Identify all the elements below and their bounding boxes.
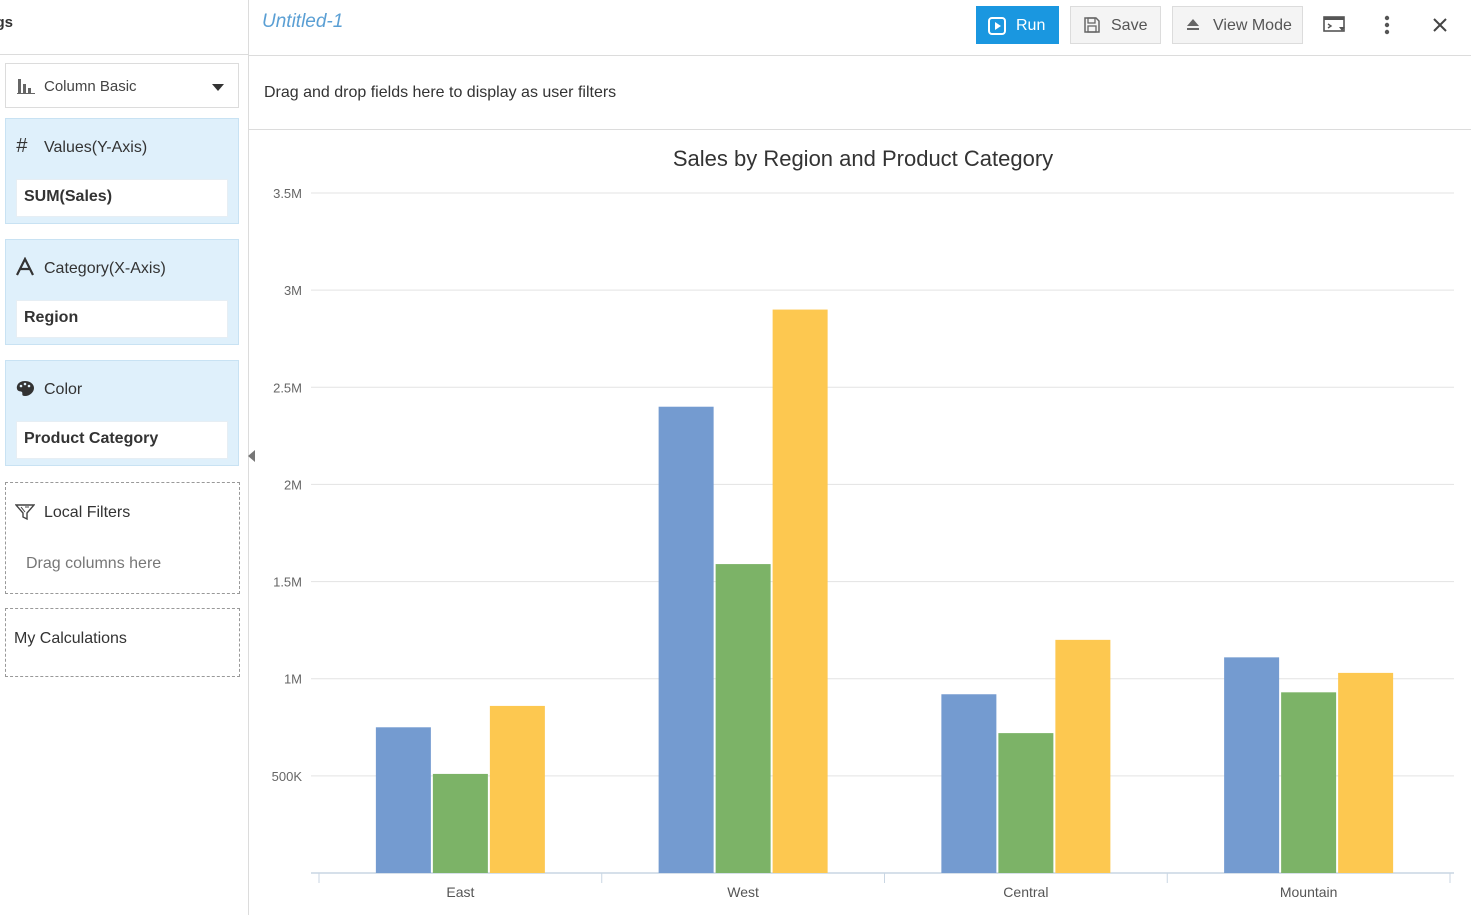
x-tick-label: Mountain xyxy=(1280,884,1338,900)
local-filters-dropzone[interactable]: Local Filters Drag columns here xyxy=(5,482,240,594)
palette-icon xyxy=(16,381,34,396)
bar xyxy=(658,406,714,873)
bar xyxy=(375,727,431,873)
play-icon xyxy=(988,17,1006,35)
values-field-chip[interactable]: SUM(Sales) xyxy=(16,179,228,217)
run-button-label: Run xyxy=(1016,17,1046,34)
svg-text:#: # xyxy=(16,136,28,156)
x-tick-label: West xyxy=(727,884,759,900)
chart-type-label: Column Basic xyxy=(44,78,137,95)
x-tick-label: East xyxy=(446,884,474,900)
category-well[interactable]: Category(X-Axis) Region xyxy=(5,239,239,345)
y-tick-label: 2.5M xyxy=(273,380,302,395)
x-tick-label: Central xyxy=(1003,884,1048,900)
preview-icon[interactable] xyxy=(1323,14,1347,36)
bar xyxy=(489,705,545,873)
bar xyxy=(715,564,771,873)
bar xyxy=(772,309,828,873)
y-tick-label: 3.5M xyxy=(273,186,302,201)
bar xyxy=(941,694,997,873)
local-filters-hint: Drag columns here xyxy=(26,555,162,572)
color-well[interactable]: Color Product Category xyxy=(5,360,239,466)
category-field-chip[interactable]: Region xyxy=(16,300,228,338)
view-mode-button[interactable]: View Mode xyxy=(1172,6,1303,44)
my-calculations-label: My Calculations xyxy=(14,630,127,647)
chart-title: Sales by Region and Product Category xyxy=(673,146,1053,171)
y-tick-label: 1.5M xyxy=(273,575,302,590)
y-tick-label: 1M xyxy=(284,672,302,687)
hash-icon: # xyxy=(16,136,28,156)
values-well-label: Values(Y-Axis) xyxy=(44,139,148,156)
filter-icon xyxy=(15,504,35,521)
more-vertical-icon[interactable] xyxy=(1383,14,1391,36)
toolbar: Untitled-1 Run Save View Mode xyxy=(249,0,1471,56)
save-icon xyxy=(1084,17,1100,33)
color-well-label: Color xyxy=(44,381,83,398)
bar xyxy=(1281,692,1337,873)
save-button[interactable]: Save xyxy=(1070,6,1161,44)
sidebar-header: gs xyxy=(0,0,248,55)
chart-type-dropdown[interactable]: Column Basic xyxy=(5,63,239,108)
sidebar: gs Column Basic # Values(Y-Axis) SUM(Sal… xyxy=(0,0,249,915)
bar xyxy=(1338,672,1394,873)
collapse-sidebar-icon[interactable] xyxy=(248,450,255,462)
y-tick-label: 2M xyxy=(284,477,302,492)
letter-a-icon xyxy=(16,257,34,276)
user-filters-dropzone[interactable]: Drag and drop fields here to display as … xyxy=(249,56,1471,130)
sidebar-title: gs xyxy=(0,14,13,31)
category-well-label: Category(X-Axis) xyxy=(44,260,166,277)
view-mode-button-label: View Mode xyxy=(1213,17,1292,34)
chart-area: Sales by Region and Product Category 500K… xyxy=(249,130,1471,915)
document-title[interactable]: Untitled-1 xyxy=(262,11,344,32)
eject-icon xyxy=(1187,19,1199,30)
column-chart: Sales by Region and Product Category 500K… xyxy=(272,146,1454,900)
bar xyxy=(1055,639,1111,873)
bar xyxy=(432,773,488,873)
save-button-label: Save xyxy=(1111,17,1148,34)
y-tick-label: 500K xyxy=(272,769,303,784)
run-button[interactable]: Run xyxy=(976,6,1059,44)
bar xyxy=(998,733,1054,873)
bar xyxy=(1224,657,1280,873)
values-well[interactable]: # Values(Y-Axis) SUM(Sales) xyxy=(5,118,239,224)
my-calculations-section[interactable]: My Calculations xyxy=(5,608,240,677)
local-filters-label: Local Filters xyxy=(44,504,131,521)
y-tick-label: 3M xyxy=(284,283,302,298)
chevron-down-icon xyxy=(212,84,224,91)
close-icon[interactable] xyxy=(1432,17,1448,33)
column-chart-icon xyxy=(17,79,35,94)
color-field-chip[interactable]: Product Category xyxy=(16,421,228,459)
user-filters-hint: Drag and drop fields here to display as … xyxy=(264,84,617,101)
